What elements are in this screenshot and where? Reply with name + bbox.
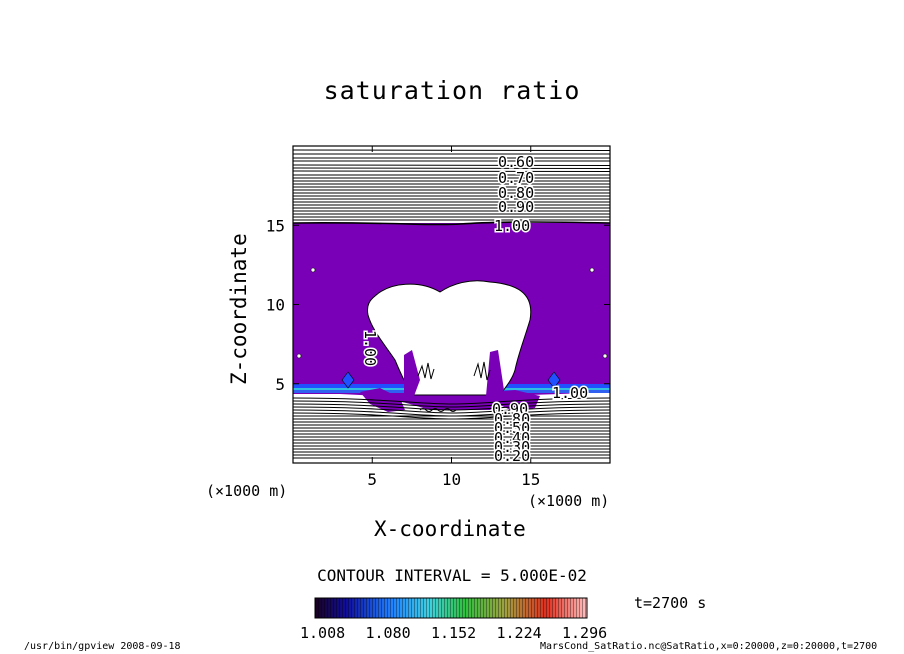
y-tick-label: 15 <box>266 216 285 235</box>
x-tick-label: 15 <box>521 470 540 489</box>
contour-label: 1.00 <box>494 217 530 235</box>
colorbar-tick-label: 1.080 <box>366 624 411 642</box>
contour-label: 0.90 <box>498 198 534 216</box>
contour-label: 0.30 <box>494 438 530 456</box>
plume-spike-right <box>486 350 504 398</box>
contour-line <box>293 164 610 166</box>
x-axis-label: X-coordinate <box>374 517 526 541</box>
x-tick-label: 5 <box>367 470 377 489</box>
plume-spike-left <box>404 350 420 398</box>
chart-title: saturation ratio <box>323 76 581 105</box>
x-unit-right: (×1000 m) <box>528 492 610 510</box>
y-tick-label: 10 <box>266 296 285 315</box>
colorbar-tick-label: 1.296 <box>562 624 607 642</box>
contour-line <box>473 361 491 381</box>
y-axis-label: Z-coordinate <box>227 233 251 385</box>
contour-line <box>293 397 610 405</box>
contour-label: 0.70 <box>498 169 534 187</box>
contour-line <box>293 221 610 226</box>
contour-line <box>293 400 610 408</box>
contour-lines <box>293 149 610 459</box>
colorbar-tick-label: 1.008 <box>300 624 345 642</box>
plot-area <box>293 149 610 459</box>
contour-line <box>417 362 435 380</box>
time-label: t=2700 s <box>634 594 707 612</box>
colorbar-tick-label: 1.152 <box>431 624 476 642</box>
contour-interval: CONTOUR INTERVAL = 5.000E-02 <box>317 566 587 585</box>
contour-line <box>293 170 610 172</box>
contour-label: 0.80 <box>498 184 534 202</box>
contour-label: 0.50 <box>494 419 530 437</box>
contour-line <box>293 406 610 414</box>
x-tick-label: 10 <box>442 470 461 489</box>
contour-label: 1.00 <box>361 330 379 366</box>
colorbar-tick-label: 1.224 <box>497 624 542 642</box>
contour-label: 0.60 <box>498 153 534 171</box>
contour-line <box>293 403 610 411</box>
x-unit-left: (×1000 m) <box>206 482 288 500</box>
contour-label: 0.90 <box>492 400 528 418</box>
contour-label: 0.20 <box>494 447 530 465</box>
footer-right: MarsCond_SatRatio.nc@SatRatio,x=0:20000,… <box>540 641 878 652</box>
footer-left: /usr/bin/gpview 2008-09-18 <box>24 641 181 652</box>
contour-label: 0.80 <box>494 410 530 428</box>
contour-label: 0.40 <box>494 429 530 447</box>
contour-line <box>293 167 610 169</box>
y-tick-label: 5 <box>275 375 285 394</box>
contour-line <box>419 408 457 412</box>
contour-label: 1.00 <box>552 384 588 402</box>
